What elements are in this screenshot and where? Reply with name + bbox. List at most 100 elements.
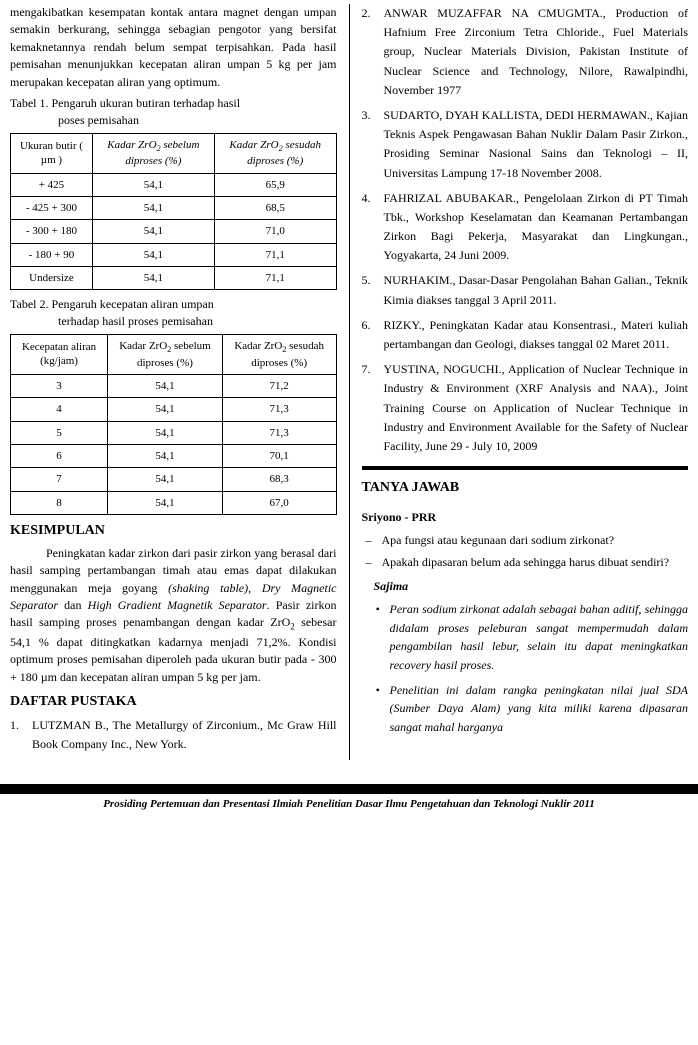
ref-text: ANWAR MUZAFFAR NA CMUGMTA., Production o… <box>384 4 689 100</box>
cell: - 300 + 180 <box>11 220 93 243</box>
table-row: 754,168,3 <box>11 468 337 491</box>
cell: 54,1 <box>92 243 214 266</box>
answer-list: •Peran sodium zirkonat adalah sebagai ba… <box>362 600 689 736</box>
ref-text: YUSTINA, NOGUCHI., Application of Nuclea… <box>384 360 689 456</box>
cell: 3 <box>11 375 108 398</box>
footer-text: Prosiding Pertemuan dan Presentasi Ilmia… <box>0 798 698 816</box>
column-divider <box>349 4 350 760</box>
ref-text: LUTZMAN B., The Metallurgy of Zirconium.… <box>32 716 337 754</box>
dash-icon: – <box>366 531 382 549</box>
ref-number: 2. <box>362 4 384 100</box>
tanya-jawab-heading: TANYA JAWAB <box>362 480 689 496</box>
bullet-icon: • <box>376 681 390 737</box>
cell: 54,1 <box>92 220 214 243</box>
ref-number: 4. <box>362 189 384 266</box>
table2: Kecepatan aliran (kg/jam) Kadar ZrO2 seb… <box>10 334 337 515</box>
intro-paragraph: mengakibatkan kesempatan kontak antara m… <box>10 4 337 91</box>
cell: 54,1 <box>92 266 214 289</box>
cell: 65,9 <box>214 173 336 196</box>
cell: 6 <box>11 444 108 467</box>
ref-number: 1. <box>10 716 32 754</box>
cell: 71,1 <box>214 266 336 289</box>
question-item: –Apakah dipasaran belum ada sehingga har… <box>366 553 689 571</box>
table2-h1: Kecepatan aliran (kg/jam) <box>11 334 108 374</box>
cell: 4 <box>11 398 108 421</box>
cell: 54,1 <box>108 375 223 398</box>
ref-number: 5. <box>362 271 384 309</box>
kesimpulan-paragraph: Peningkatan kadar zirkon dari pasir zirk… <box>10 545 337 686</box>
table1-h2: Kadar ZrO2 sebelum diproses (%) <box>92 133 214 173</box>
table2-h3: Kadar ZrO2 sesudah diproses (%) <box>222 334 336 374</box>
cell: + 425 <box>11 173 93 196</box>
table-row: + 42554,165,9 <box>11 173 337 196</box>
cell: 68,5 <box>214 197 336 220</box>
ref-text: SUDARTO, DYAH KALLISTA, DEDI HERMAWAN., … <box>384 106 689 183</box>
reference-item: 6.RIZKY., Peningkatan Kadar atau Konsent… <box>362 316 689 354</box>
cell: 68,3 <box>222 468 336 491</box>
ref-number: 3. <box>362 106 384 183</box>
left-column: mengakibatkan kesempatan kontak antara m… <box>10 4 337 760</box>
table2-caption: Tabel 2. Pengaruh kecepatan aliran umpan… <box>10 296 337 330</box>
cell: 71,0 <box>214 220 336 243</box>
cell: 54,1 <box>92 197 214 220</box>
bullet-icon: • <box>376 600 390 674</box>
ref-number: 7. <box>362 360 384 456</box>
cell: 54,1 <box>92 173 214 196</box>
table1-caption-line1: Tabel 1. Pengaruh ukuran butiran terhada… <box>10 96 240 110</box>
reference-item: 2.ANWAR MUZAFFAR NA CMUGMTA., Production… <box>362 4 689 100</box>
reference-item: 3.SUDARTO, DYAH KALLISTA, DEDI HERMAWAN.… <box>362 106 689 183</box>
reference-item: 1. LUTZMAN B., The Metallurgy of Zirconi… <box>10 716 337 754</box>
cell: 71,3 <box>222 421 336 444</box>
table-row: Undersize54,171,1 <box>11 266 337 289</box>
asker-name: Sriyono - PRR <box>362 510 689 525</box>
answer-item: •Peran sodium zirkonat adalah sebagai ba… <box>376 600 689 674</box>
cell: - 180 + 90 <box>11 243 93 266</box>
table-row: 854,167,0 <box>11 491 337 514</box>
cell: 54,1 <box>108 444 223 467</box>
cell: 54,1 <box>108 421 223 444</box>
kesimpulan-heading: KESIMPULAN <box>10 523 337 539</box>
table-row: 654,170,1 <box>11 444 337 467</box>
table1-caption: Tabel 1. Pengaruh ukuran butiran terhada… <box>10 95 337 129</box>
table-row: 354,171,2 <box>11 375 337 398</box>
reference-item: 7.YUSTINA, NOGUCHI., Application of Nucl… <box>362 360 689 456</box>
answer-text: Penelitian ini dalam rangka peningkatan … <box>390 681 689 737</box>
answer-item: •Penelitian ini dalam rangka peningkatan… <box>376 681 689 737</box>
table-row: 454,171,3 <box>11 398 337 421</box>
ref-text: NURHAKIM., Dasar-Dasar Pengolahan Bahan … <box>384 271 689 309</box>
cell: 5 <box>11 421 108 444</box>
table-row: - 300 + 18054,171,0 <box>11 220 337 243</box>
question-text: Apa fungsi atau kegunaan dari sodium zir… <box>382 531 689 549</box>
page-columns: mengakibatkan kesempatan kontak antara m… <box>0 0 698 770</box>
ref-text: FAHRIZAL ABUBAKAR., Pengelolaan Zirkon d… <box>384 189 689 266</box>
question-item: –Apa fungsi atau kegunaan dari sodium zi… <box>366 531 689 549</box>
table1-caption-line2: poses pemisahan <box>10 112 337 129</box>
cell: 8 <box>11 491 108 514</box>
table2-caption-line1: Tabel 2. Pengaruh kecepatan aliran umpan <box>10 297 214 311</box>
cell: 54,1 <box>108 491 223 514</box>
cell: 71,3 <box>222 398 336 421</box>
ref-number: 6. <box>362 316 384 354</box>
footer-bar <box>0 784 698 794</box>
cell: 70,1 <box>222 444 336 467</box>
table1-h1: Ukuran butir ( µm ) <box>11 133 93 173</box>
table2-caption-line2: terhadap hasil proses pemisahan <box>10 313 337 330</box>
cell: 67,0 <box>222 491 336 514</box>
table2-h2: Kadar ZrO2 sebelum diproses (%) <box>108 334 223 374</box>
reference-item: 4.FAHRIZAL ABUBAKAR., Pengelolaan Zirkon… <box>362 189 689 266</box>
answer-text: Peran sodium zirkonat adalah sebagai bah… <box>390 600 689 674</box>
table-row: - 425 + 30054,168,5 <box>11 197 337 220</box>
right-column: 2.ANWAR MUZAFFAR NA CMUGMTA., Production… <box>362 4 689 760</box>
reference-item: 5.NURHAKIM., Dasar-Dasar Pengolahan Baha… <box>362 271 689 309</box>
cell: 71,1 <box>214 243 336 266</box>
table-row: 554,171,3 <box>11 421 337 444</box>
daftar-pustaka-heading: DAFTAR PUSTAKA <box>10 694 337 710</box>
cell: 71,2 <box>222 375 336 398</box>
ref-text: RIZKY., Peningkatan Kadar atau Konsentra… <box>384 316 689 354</box>
table1: Ukuran butir ( µm ) Kadar ZrO2 sebelum d… <box>10 133 337 291</box>
question-text: Apakah dipasaran belum ada sehingga haru… <box>382 553 689 571</box>
cell: - 425 + 300 <box>11 197 93 220</box>
cell: 7 <box>11 468 108 491</box>
dash-icon: – <box>366 553 382 571</box>
table-row: - 180 + 9054,171,1 <box>11 243 337 266</box>
